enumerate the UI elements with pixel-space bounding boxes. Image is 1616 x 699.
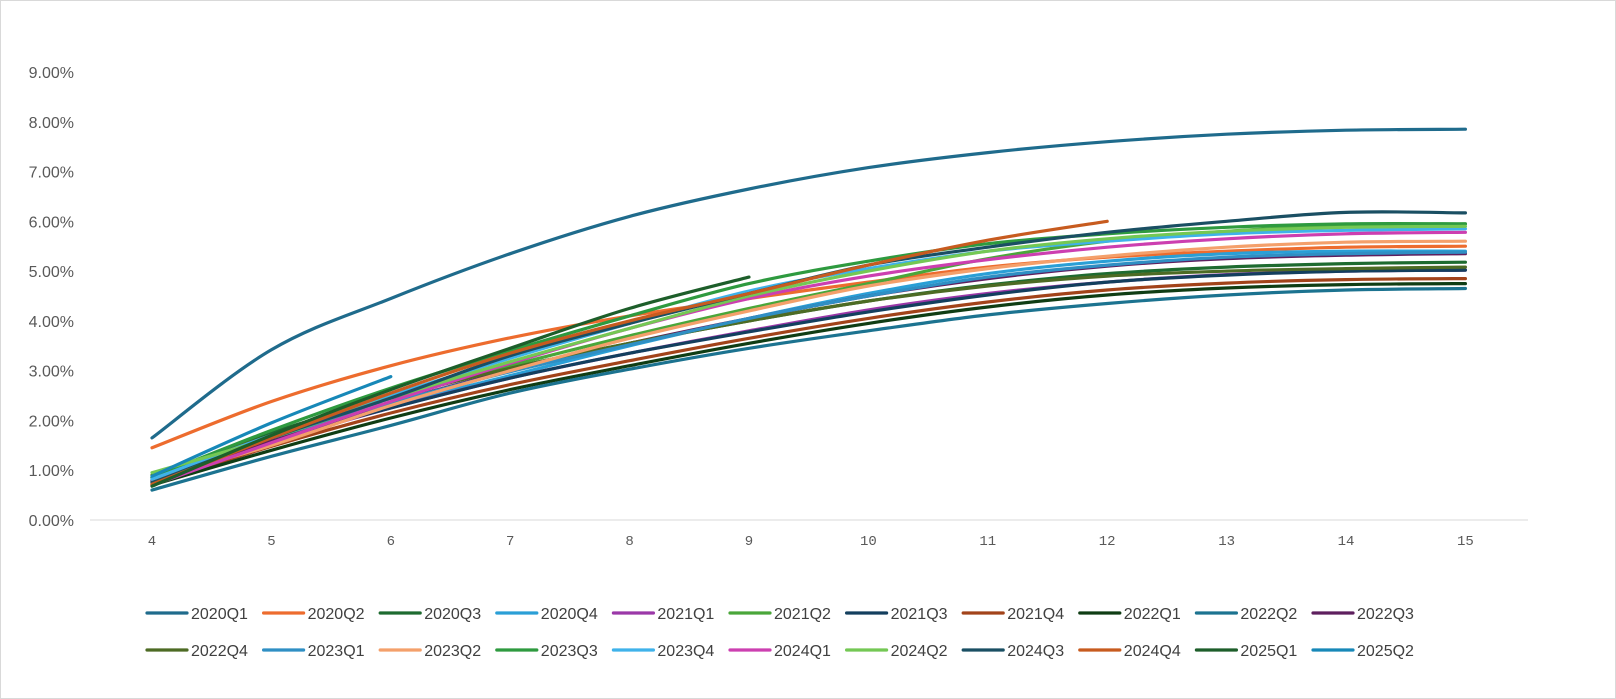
y-tick-label: 9.00%	[29, 65, 74, 82]
x-tick-label: 7	[506, 534, 514, 550]
series-line-2020Q1	[150, 127, 1467, 440]
legend-item-2024Q4: 2024Q4	[1078, 643, 1181, 660]
series-line-2024Q4	[150, 219, 1109, 486]
x-tick-label: 10	[860, 534, 877, 550]
legend-label: 2021Q3	[891, 606, 948, 623]
y-tick-label: 0.00%	[29, 513, 74, 530]
y-tick-label: 7.00%	[29, 165, 74, 182]
legend-item-2020Q3: 2020Q3	[378, 606, 481, 623]
x-tick-label: 14	[1338, 534, 1355, 550]
series-line-2020Q2	[150, 244, 1467, 450]
legend-item-2021Q3: 2021Q3	[844, 606, 948, 623]
series-line-2021Q4	[150, 277, 1467, 486]
legend-label: 2023Q1	[308, 643, 365, 660]
legend-label: 2022Q2	[1240, 606, 1297, 623]
y-tick-label: 6.00%	[29, 214, 74, 231]
series-line-2025Q1	[150, 275, 751, 488]
legend: 2020Q1 2020Q2 2020Q3 2020Q4 2021Q1 2021Q2 2021…	[145, 606, 1414, 660]
legend-label: 2023Q2	[424, 643, 481, 660]
legend-label: 2021Q1	[657, 606, 714, 623]
series-line-2023Q3	[150, 221, 1467, 480]
legend-label: 2023Q3	[541, 643, 598, 660]
legend-item-2021Q4: 2021Q4	[961, 606, 1064, 623]
legend-label: 2022Q1	[1124, 606, 1181, 623]
y-tick-label: 8.00%	[29, 115, 74, 132]
legend-label: 2025Q1	[1240, 643, 1297, 660]
legend-label: 2021Q2	[774, 606, 831, 623]
legend-label: 2022Q4	[191, 643, 248, 660]
legend-item-2023Q2: 2023Q2	[378, 643, 481, 660]
legend-label: 2020Q3	[424, 606, 481, 623]
legend-label: 2024Q4	[1124, 643, 1181, 660]
legend-item-2020Q1: 2020Q1	[145, 606, 248, 623]
y-tick-label: 5.00%	[29, 264, 74, 281]
legend-item-2021Q2: 2021Q2	[728, 606, 831, 623]
legend-item-2023Q1: 2023Q1	[262, 643, 365, 660]
legend-item-2020Q4: 2020Q4	[495, 606, 598, 623]
legend-item-2024Q3: 2024Q3	[961, 643, 1064, 660]
legend-item-2023Q3: 2023Q3	[495, 643, 598, 660]
legend-label: 2024Q1	[774, 643, 831, 660]
legend-label: 2020Q1	[191, 606, 248, 623]
x-tick-label: 9	[745, 534, 753, 550]
y-tick-label: 1.00%	[29, 463, 74, 480]
x-tick-label: 6	[387, 534, 395, 550]
legend-item-2022Q4: 2022Q4	[145, 643, 248, 660]
legend-item-2025Q2: 2025Q2	[1311, 643, 1414, 660]
legend-label: 2024Q2	[891, 643, 948, 660]
y-tick-label: 4.00%	[29, 314, 74, 331]
legend-item-2022Q3: 2022Q3	[1311, 606, 1414, 623]
legend-item-2023Q4: 2023Q4	[611, 643, 714, 660]
legend-item-2020Q2: 2020Q2	[262, 606, 365, 623]
x-tick-label: 11	[979, 534, 996, 550]
legend-label: 2022Q3	[1357, 606, 1414, 623]
legend-label: 2025Q2	[1357, 643, 1414, 660]
x-tick-label: 12	[1099, 534, 1116, 550]
series-line-2025Q2	[150, 375, 393, 478]
series-line-2022Q1	[150, 282, 1467, 487]
legend-item-2024Q2: 2024Q2	[844, 643, 948, 660]
legend-label: 2021Q4	[1007, 606, 1064, 623]
legend-label: 2020Q2	[308, 606, 365, 623]
series-line-2021Q2	[150, 222, 1467, 480]
x-tick-label: 4	[148, 534, 156, 550]
x-tick-label: 15	[1457, 534, 1474, 550]
legend-item-2021Q1: 2021Q1	[611, 606, 714, 623]
x-tick-label: 8	[625, 534, 633, 550]
legend-label: 2024Q3	[1007, 643, 1064, 660]
y-tick-label: 2.00%	[29, 413, 74, 430]
series-line-2022Q2	[150, 286, 1467, 492]
y-tick-label: 3.00%	[29, 364, 74, 381]
chart-axes: 0.00% 1.00% 2.00% 3.00% 4.00% 5.00% 6.00% 7.00%…	[29, 65, 1528, 550]
legend-item-2022Q1: 2022Q1	[1078, 606, 1181, 623]
series-line-2023Q2	[150, 239, 1467, 481]
series-layer	[150, 127, 1467, 492]
x-tick-label: 13	[1218, 534, 1235, 550]
legend-item-2022Q2: 2022Q2	[1194, 606, 1297, 623]
legend-label: 2023Q4	[657, 643, 714, 660]
legend-item-2024Q1: 2024Q1	[728, 643, 831, 660]
legend-label: 2020Q4	[541, 606, 598, 623]
legend-item-2025Q1: 2025Q1	[1194, 643, 1297, 660]
x-tick-label: 5	[267, 534, 275, 550]
series-line-2024Q1	[150, 230, 1467, 487]
